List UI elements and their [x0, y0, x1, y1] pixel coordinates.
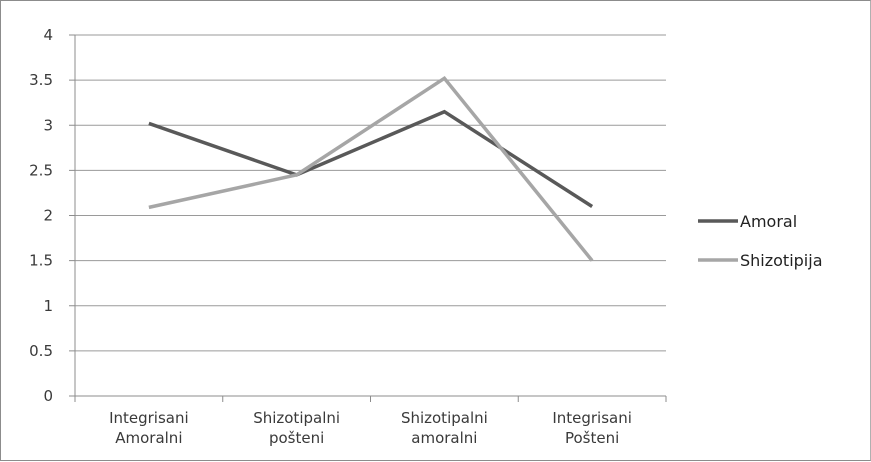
x-category-label-line: Integrisani	[109, 409, 189, 427]
x-category-label: Integrisani Amoralni	[109, 409, 189, 447]
y-tick-label: 2.5	[29, 161, 53, 179]
y-tick-label: 0	[43, 387, 53, 405]
x-category-label-line: Shizotipalni	[253, 409, 340, 427]
x-category-label-line: Integrisani	[552, 409, 632, 427]
y-tick-label: 3	[43, 116, 53, 134]
x-category-label-line: Pošteni	[565, 429, 619, 447]
legend-label: Shizotipija	[740, 251, 823, 270]
x-category-label: Shizotipalni amoralni	[401, 409, 488, 447]
y-tick-label: 4	[43, 26, 53, 44]
x-category-label-line: pošteni	[269, 429, 324, 447]
x-category-label: Shizotipalni pošteni	[253, 409, 340, 447]
series-line-amoral	[148, 109, 594, 208]
y-tick-label: 2	[43, 207, 53, 225]
y-tick-label: 3.5	[29, 71, 53, 89]
y-tick-label: 1	[43, 297, 53, 315]
x-category-label: Integrisani Pošteni	[552, 409, 632, 447]
x-category-label-line: amoralni	[411, 429, 477, 447]
x-category-label-line: Amoralni	[115, 429, 182, 447]
x-category-label-line: Shizotipalni	[401, 409, 488, 427]
y-tick-label: 1.5	[29, 252, 53, 270]
y-tick-label: 0.5	[29, 342, 53, 360]
legend-label: Amoral	[740, 212, 797, 231]
series-line-shizotipija	[148, 75, 594, 262]
